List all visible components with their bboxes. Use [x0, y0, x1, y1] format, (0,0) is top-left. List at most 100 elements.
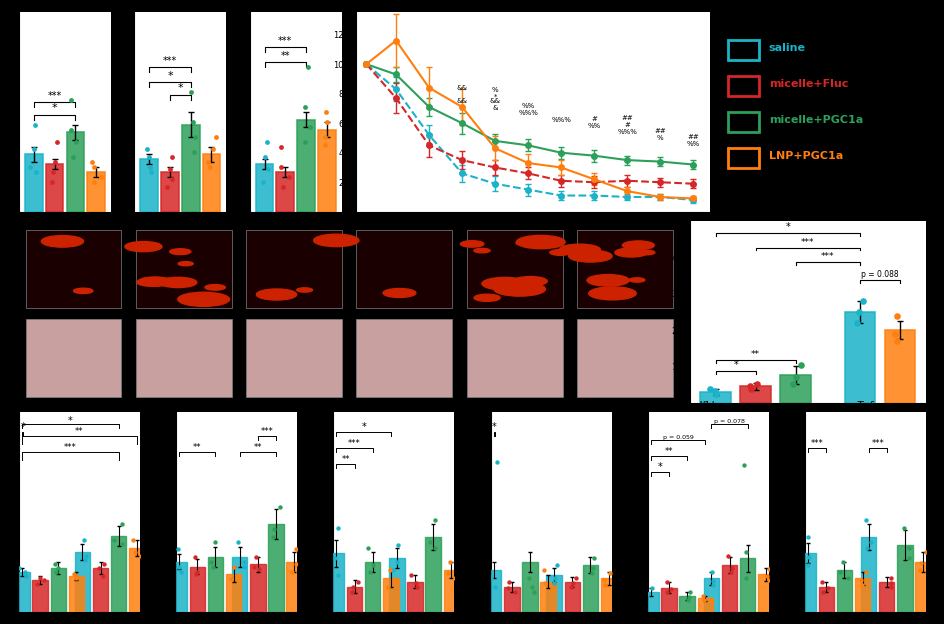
Text: *: *: [657, 462, 662, 472]
Bar: [818, 587, 834, 612]
Text: ***: ***: [347, 439, 361, 448]
Circle shape: [178, 261, 193, 266]
Point: [17, 567, 32, 577]
Point: [719, 551, 734, 561]
Point: [30, 162, 45, 172]
Point: [761, 564, 776, 574]
Point: [344, 587, 359, 597]
Bar: [190, 567, 205, 612]
Text: **: **: [253, 443, 261, 452]
Circle shape: [160, 277, 196, 288]
Bar: [231, 557, 247, 612]
Point: [207, 145, 222, 155]
Text: &&: &&: [456, 98, 467, 104]
Point: [272, 502, 287, 512]
Point: [683, 587, 698, 597]
Bar: [346, 587, 362, 612]
Point: [365, 560, 380, 570]
Point: [390, 540, 405, 550]
Bar: [896, 545, 912, 612]
Bar: [226, 574, 241, 612]
Point: [501, 577, 516, 587]
Point: [601, 568, 616, 578]
Point: [849, 318, 864, 328]
Text: ##
%: ## %: [653, 128, 666, 141]
Circle shape: [484, 278, 519, 288]
Point: [681, 592, 696, 602]
Point: [138, 167, 153, 177]
Text: ***: ***: [801, 238, 814, 246]
Point: [90, 157, 105, 167]
Point: [680, 595, 695, 605]
Point: [205, 162, 220, 172]
Point: [801, 552, 816, 562]
Bar: [14, 572, 29, 612]
Point: [47, 157, 62, 167]
Bar: [661, 588, 676, 612]
Point: [28, 167, 43, 177]
Point: [834, 557, 850, 567]
FancyBboxPatch shape: [577, 319, 672, 397]
Point: [85, 177, 100, 187]
Point: [547, 578, 562, 588]
Point: [563, 582, 578, 592]
Point: [50, 563, 65, 573]
Point: [89, 162, 104, 172]
Text: **: **: [280, 51, 290, 61]
Point: [18, 571, 33, 581]
Point: [742, 381, 757, 391]
Point: [520, 573, 535, 583]
Title: $\it{Sirt1}$: $\it{Sirt1}$: [67, 399, 92, 411]
Title: 50Hz: 50Hz: [166, 2, 194, 12]
Circle shape: [177, 292, 229, 306]
Bar: [161, 172, 178, 212]
Point: [422, 537, 437, 547]
Point: [567, 573, 582, 583]
Point: [92, 563, 107, 573]
Point: [174, 567, 189, 577]
Text: #
%%: # %%: [587, 116, 600, 129]
Point: [815, 587, 830, 597]
Point: [544, 583, 559, 593]
Point: [208, 537, 223, 547]
Text: **: **: [750, 350, 759, 359]
Point: [236, 557, 251, 567]
Bar: [45, 165, 63, 212]
Bar: [382, 578, 398, 612]
Point: [345, 582, 360, 592]
Point: [658, 577, 673, 587]
Bar: [297, 120, 314, 212]
Bar: [522, 562, 537, 612]
Point: [883, 578, 898, 588]
Circle shape: [549, 250, 570, 255]
Point: [295, 62, 310, 72]
Point: [901, 553, 916, 563]
Point: [279, 162, 295, 172]
Point: [161, 164, 177, 174]
Point: [663, 584, 678, 594]
Circle shape: [256, 289, 296, 300]
Text: ***: ***: [820, 252, 834, 261]
FancyBboxPatch shape: [245, 319, 342, 397]
Point: [230, 572, 245, 582]
Text: *: *: [20, 422, 25, 432]
Point: [597, 580, 612, 590]
Circle shape: [588, 287, 635, 300]
Circle shape: [74, 288, 93, 293]
Text: %%%: %%%: [550, 117, 570, 123]
Point: [180, 87, 195, 97]
Point: [29, 578, 44, 588]
Bar: [141, 160, 158, 212]
Point: [323, 117, 338, 127]
Point: [896, 524, 911, 534]
Point: [701, 384, 716, 394]
Text: ***: ***: [261, 427, 273, 436]
Bar: [277, 172, 294, 212]
Point: [787, 373, 802, 383]
Point: [886, 329, 902, 339]
Point: [536, 565, 551, 575]
Point: [701, 594, 716, 604]
Point: [707, 386, 722, 396]
Text: &&
&: && &: [489, 99, 500, 111]
Point: [583, 568, 598, 578]
